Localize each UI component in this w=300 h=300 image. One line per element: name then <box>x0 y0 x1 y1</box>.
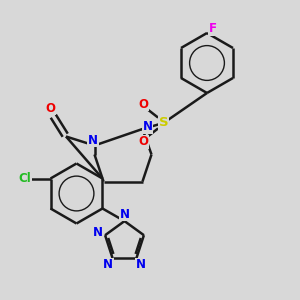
Text: Cl: Cl <box>19 172 32 185</box>
Text: N: N <box>103 258 113 272</box>
Text: S: S <box>159 116 168 130</box>
Text: N: N <box>119 208 130 221</box>
Text: N: N <box>88 134 98 147</box>
Text: F: F <box>208 22 216 35</box>
Text: N: N <box>136 258 146 272</box>
Text: N: N <box>93 226 103 239</box>
Text: O: O <box>45 102 55 115</box>
Text: O: O <box>138 135 148 148</box>
Text: N: N <box>143 120 153 133</box>
Text: O: O <box>138 98 148 111</box>
